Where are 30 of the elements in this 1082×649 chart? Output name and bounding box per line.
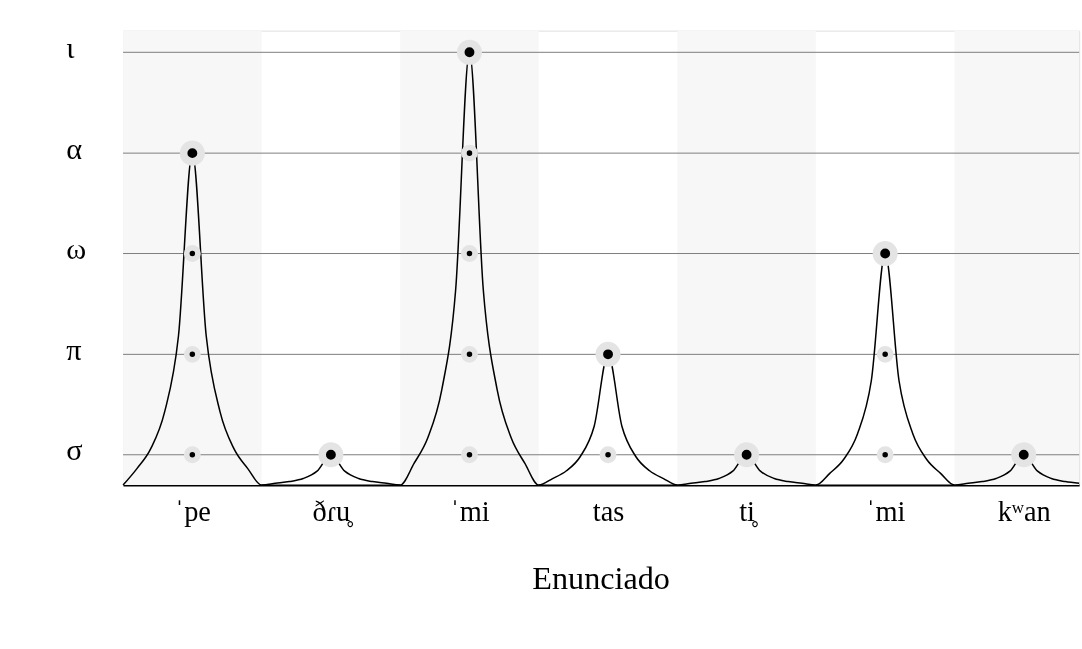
x-tick-label: tas — [592, 496, 625, 528]
point — [183, 446, 201, 464]
ref-line-label: π — [66, 333, 82, 368]
ref-line-label: σ — [66, 433, 83, 468]
ref-line-label: ι — [66, 30, 76, 65]
point — [599, 446, 617, 464]
ref-line-label: ω — [66, 232, 87, 267]
x-axis-title: Enunciado — [532, 560, 670, 597]
x-tick-label: ðɾu̥ — [312, 496, 354, 529]
point — [183, 245, 201, 262]
point — [734, 442, 760, 468]
point — [179, 140, 205, 166]
point — [456, 39, 482, 65]
point — [461, 345, 478, 363]
point — [872, 241, 898, 267]
x-tick-label: kʷan — [997, 496, 1051, 528]
point — [461, 245, 478, 262]
point — [595, 341, 621, 367]
ref-line-label: α — [66, 131, 83, 166]
x-tick-label: ˈmi — [450, 496, 490, 528]
x-tick-label: ˈpe — [174, 496, 211, 528]
point — [1011, 442, 1037, 468]
x-tick-label: ti̥ — [739, 496, 758, 529]
point — [461, 446, 478, 464]
point — [876, 446, 894, 464]
point — [183, 345, 201, 363]
x-tick-label: ˈmi — [865, 496, 906, 528]
point — [461, 144, 478, 162]
point — [318, 442, 344, 468]
point — [876, 345, 894, 363]
